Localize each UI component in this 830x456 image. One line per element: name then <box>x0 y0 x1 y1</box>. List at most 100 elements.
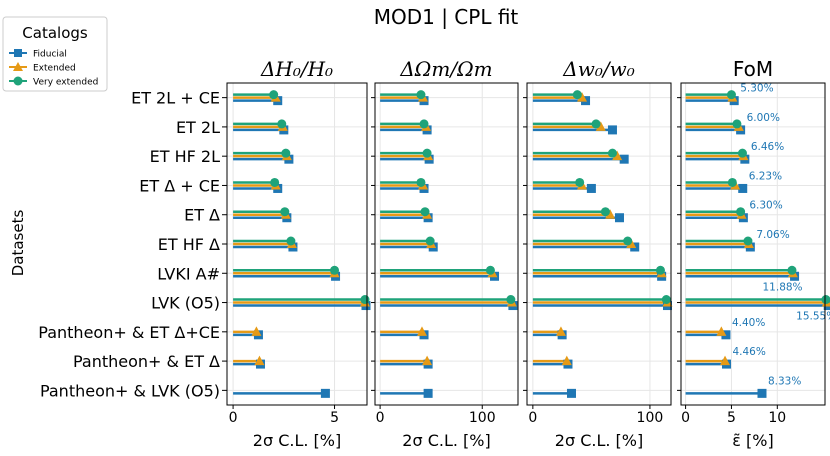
category-label: ET HF Δ <box>158 235 220 254</box>
marker-circle <box>286 236 296 246</box>
category-labels: ET 2L + CE ET 2L ET HF 2L ET Δ + CE ET Δ ET H… <box>38 89 227 400</box>
marker-circle <box>485 265 495 275</box>
x-axis-label: 2σ C.L. [%] <box>555 431 643 450</box>
marker-circle <box>726 90 736 100</box>
panel-1: 0 100 2σ C.L. [%] ΔΩm/Ωm <box>371 57 519 450</box>
x-tick-label: 0 <box>681 410 690 426</box>
fom-annotation: 7.06% <box>756 229 789 241</box>
marker-triangle <box>716 326 727 336</box>
category-label: ET 2L <box>176 118 220 137</box>
marker-circle <box>732 119 742 129</box>
category-label: ET Δ + CE <box>139 176 220 195</box>
marker-circle <box>821 295 830 305</box>
category-label: ET Δ <box>184 206 220 225</box>
marker-circle <box>330 265 340 275</box>
marker-square <box>721 330 731 340</box>
legend-label: Fiducial <box>33 50 67 60</box>
marker-circle <box>416 90 426 100</box>
x-tick-label: 0 <box>528 410 537 426</box>
marker-circle <box>661 295 671 305</box>
x-axis-label: 2σ C.L. [%] <box>253 431 341 450</box>
marker-circle <box>416 177 426 187</box>
marker-circle <box>727 177 737 187</box>
legend-frame <box>2 16 108 92</box>
category-label: ET HF 2L <box>150 147 220 166</box>
marker-triangle <box>612 150 623 161</box>
legend-marker-triangle <box>13 62 23 71</box>
panel-title: Δw₀/w₀ <box>562 57 634 81</box>
x-tick-label: 5 <box>727 410 736 426</box>
category-label: Pantheon+ & ET Δ <box>73 352 220 371</box>
fom-annotation: 6.23% <box>749 170 782 182</box>
fom-annotation: 6.30% <box>749 200 782 212</box>
marker-square <box>738 183 748 193</box>
marker-circle <box>420 207 430 217</box>
panel-title: ΔΩm/Ωm <box>399 57 492 81</box>
panel-title: ΔH₀/H₀ <box>260 57 333 81</box>
fom-annotation: 8.33% <box>768 375 801 387</box>
y-axis-label: Datasets <box>9 210 27 277</box>
marker-triangle <box>422 355 433 366</box>
fom-annotation: 6.46% <box>751 141 784 153</box>
marker-square <box>757 388 767 398</box>
marker-triangle <box>595 121 606 131</box>
marker-circle <box>736 207 746 217</box>
legend-label: Very extended <box>33 78 98 88</box>
fom-annotation: 4.46% <box>732 346 765 358</box>
marker-triangle <box>251 326 262 336</box>
x-tick-label: 100 <box>637 410 664 426</box>
marker-triangle <box>577 92 588 102</box>
fom-annotation: 11.88% <box>763 281 803 293</box>
marker-square <box>423 388 433 398</box>
marker-circle <box>419 119 429 129</box>
marker-square <box>619 154 629 164</box>
marker-circle <box>506 295 516 305</box>
marker-square <box>586 183 596 193</box>
panels: 0 5 2σ C.L. [%] ΔH₀/H₀ 0 100 2σ C.L. [%] ΔΩm/Ωm… <box>226 57 830 450</box>
category-label: LVKI A# <box>157 264 220 283</box>
legend: Catalogs Fiducial Extended Very extended <box>2 16 108 92</box>
panel-0: 0 5 2σ C.L. [%] ΔH₀/H₀ <box>226 57 371 450</box>
marker-triangle <box>605 209 616 219</box>
x-axis-label: 2σ C.L. [%] <box>402 431 490 450</box>
marker-triangle <box>720 355 731 366</box>
legend-label: Extended <box>33 64 76 74</box>
panel-title: FoM <box>733 57 773 81</box>
panel-2: 0 100 2σ C.L. [%] Δw₀/w₀ <box>523 57 673 450</box>
marker-circle <box>787 265 797 275</box>
marker-square <box>320 388 330 398</box>
marker-circle <box>591 119 601 129</box>
marker-circle <box>422 148 432 158</box>
marker-circle <box>360 295 370 305</box>
panel-3: 5.30% 6.00% 6.46% 6.23% 6.30% 7.06% 11.88% 15.5… <box>677 57 830 450</box>
marker-triangle <box>416 326 427 336</box>
marker-circle <box>737 148 747 158</box>
marker-circle <box>425 236 435 246</box>
x-axis-label: ε̃ [%] <box>732 431 773 450</box>
legend-title: Catalogs <box>22 24 88 42</box>
marker-circle <box>623 236 633 246</box>
x-tick-label: 0 <box>376 410 385 426</box>
marker-circle <box>277 119 287 129</box>
fom-annotation: 5.30% <box>740 83 773 95</box>
marker-circle <box>270 177 280 187</box>
marker-triangle <box>254 355 265 366</box>
marker-circle <box>607 148 617 158</box>
x-tick-label: 0 <box>229 410 238 426</box>
fom-annotation: 15.55% <box>796 311 830 323</box>
fom-annotation: 6.00% <box>747 112 780 124</box>
fom-annotation: 4.40% <box>732 317 765 329</box>
marker-circle <box>280 207 290 217</box>
marker-circle <box>743 236 753 246</box>
marker-circle <box>269 90 279 100</box>
category-label: LVK (O5) <box>151 294 220 313</box>
legend-marker-square <box>14 49 22 57</box>
x-tick-label: 100 <box>469 410 496 426</box>
x-tick-label: 5 <box>330 410 339 426</box>
figure-title: MOD1 | CPL fit <box>374 5 519 29</box>
marker-triangle <box>561 355 572 366</box>
category-label: Pantheon+ & LVK (O5) <box>40 381 220 400</box>
marker-circle <box>575 177 585 187</box>
marker-circle <box>281 148 291 158</box>
